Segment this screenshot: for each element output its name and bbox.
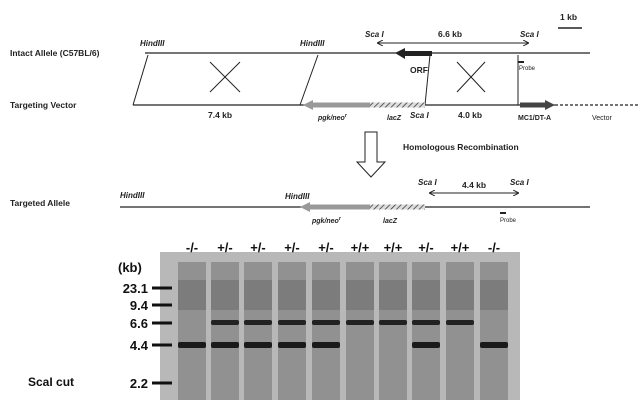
lane-label: +/+: [451, 240, 470, 255]
row-label: Targeting Vector: [10, 100, 77, 110]
band: [379, 320, 407, 325]
marker-tick: [152, 287, 172, 290]
band: [278, 320, 306, 325]
gel-content: 23.1 9.4 6.6 4.4 2.2 -/- +/- +/- +/- +/- +/+ +/+ +/-…: [123, 240, 508, 400]
band: [278, 342, 306, 348]
lane-smear: [480, 280, 508, 310]
marker-label: 9.4: [130, 298, 149, 313]
marker-tick: [152, 304, 172, 307]
arm-label: 4.0 kb: [458, 110, 482, 120]
marker-label: 23.1: [123, 281, 148, 296]
marker-label: 2.2: [130, 376, 148, 391]
band: [244, 320, 272, 325]
cassette-label: MC1/DT-A: [518, 115, 551, 122]
arm-label: 7.4 kb: [208, 110, 232, 120]
probe-label: Probe: [500, 218, 517, 224]
row-label: Intact Allele (C57BL/6): [10, 48, 100, 58]
lane-smear: [211, 280, 239, 310]
band: [211, 320, 239, 325]
homology-lines: [133, 55, 518, 105]
lane-label: +/+: [384, 240, 403, 255]
band: [312, 320, 340, 325]
gel-unit: (kb): [118, 260, 142, 275]
marker-tick: [152, 344, 172, 347]
site-label: HindIII: [120, 191, 145, 200]
vector-label: Vector: [592, 115, 613, 122]
marker-tick: [152, 322, 172, 325]
lane-smear: [244, 280, 272, 310]
cassette-label: pgk/neor: [311, 216, 342, 225]
lane-label: -/-: [488, 240, 500, 255]
scale-bar-label: 1 kb: [560, 12, 577, 22]
band: [412, 342, 440, 348]
band: [244, 342, 272, 348]
band: [412, 320, 440, 325]
targeted-allele: Targeted Allele HindIII HindIII Sca I Sc…: [10, 178, 590, 225]
lane-label: +/+: [351, 240, 370, 255]
marker-label: 6.6: [130, 316, 148, 331]
site-label: Sca I: [365, 30, 384, 39]
lane-smear: [278, 280, 306, 310]
lane-label: +/-: [217, 240, 233, 255]
cassette-label: lacZ: [387, 115, 402, 122]
band: [346, 320, 374, 325]
site-label: HindIII: [140, 39, 165, 48]
recombination-arrow: [357, 132, 385, 177]
gel-caption: ScaI cut: [28, 375, 74, 389]
distance-label: 4.4 kb: [462, 180, 486, 190]
lane-label: +/-: [284, 240, 300, 255]
band: [446, 320, 474, 325]
site-label: HindIII: [300, 39, 325, 48]
lane-smear: [178, 280, 206, 310]
lane-smear: [412, 280, 440, 310]
site-label: Sca I: [520, 30, 539, 39]
intact-allele: Intact Allele (C57BL/6) HindIII HindIII …: [10, 29, 590, 75]
lane-label: -/-: [186, 240, 198, 255]
marker-tick: [152, 382, 172, 385]
lane-smear: [379, 280, 407, 310]
lane-smear: [312, 280, 340, 310]
band: [178, 342, 206, 348]
cassette-label: lacZ: [383, 218, 398, 225]
band: [211, 342, 239, 348]
targeting-vector: Targeting Vector 7.4 kb pgk/neor lacZ Sc…: [10, 100, 640, 122]
probe-label: Probe: [519, 66, 536, 72]
site-label: Sca I: [410, 111, 429, 120]
figure: 1 kb Intact Allele (C57BL/6) HindIII Hin…: [0, 0, 641, 400]
distance-label: 6.6 kb: [438, 29, 462, 39]
band: [480, 342, 508, 348]
lane-smear: [446, 280, 474, 310]
site-label: HindIII: [285, 192, 310, 201]
orf-label: ORF: [410, 65, 428, 75]
band: [312, 342, 340, 348]
lane-smear: [346, 280, 374, 310]
lane-label: +/-: [318, 240, 334, 255]
row-label: Targeted Allele: [10, 198, 70, 208]
site-label: Sca I: [510, 178, 529, 187]
cassette-label: pgk/neor: [317, 113, 348, 122]
lane-label: +/-: [418, 240, 434, 255]
lane-label: +/-: [250, 240, 266, 255]
arrow-label: Homologous Recombination: [403, 142, 519, 152]
marker-label: 4.4: [130, 338, 149, 353]
site-label: Sca I: [418, 178, 437, 187]
